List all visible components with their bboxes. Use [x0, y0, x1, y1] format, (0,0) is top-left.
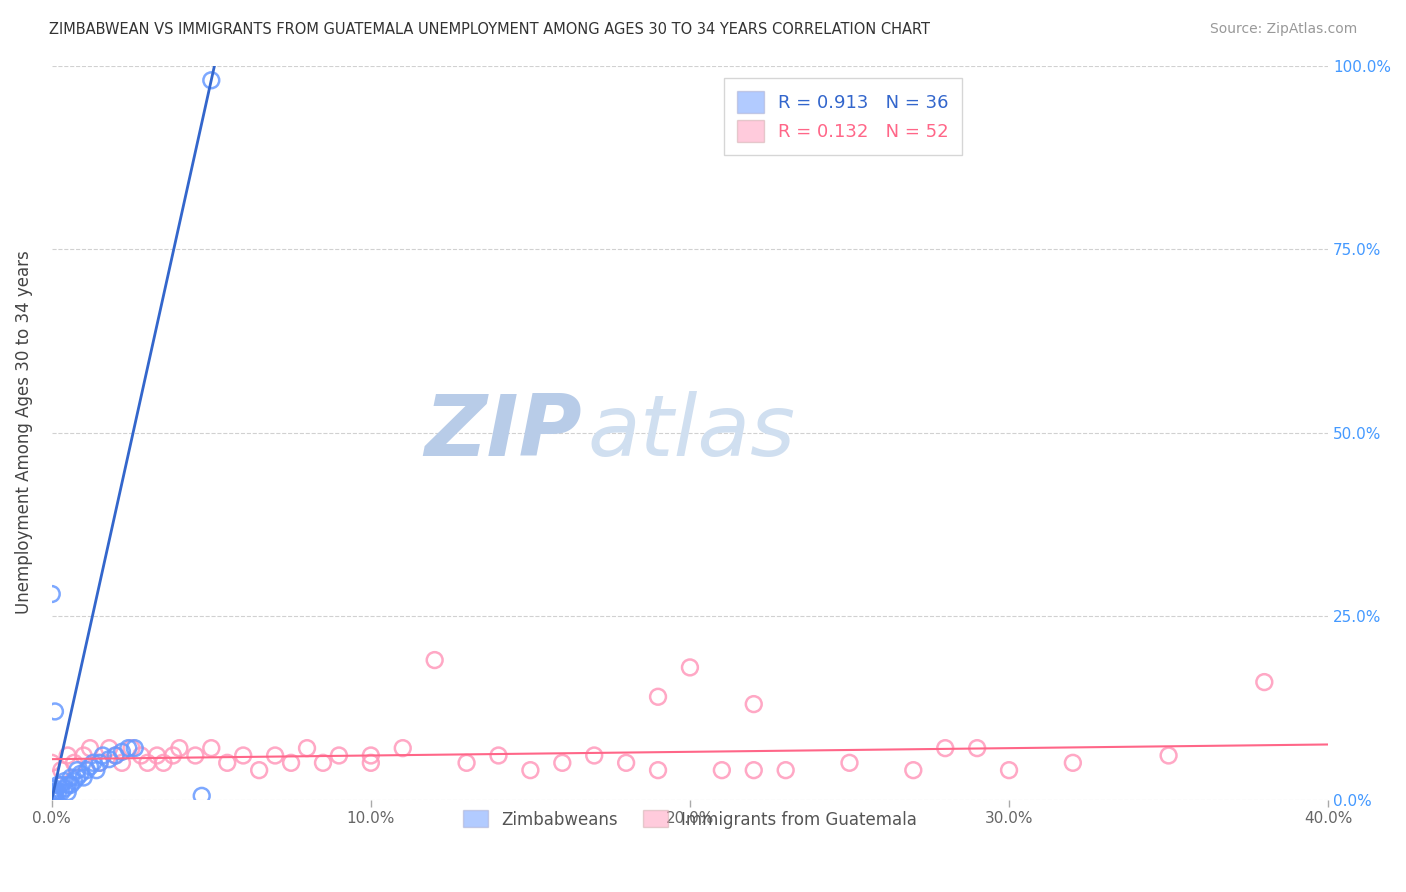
Point: [91, 748, 114, 763]
Point: [79, 759, 101, 773]
Point: [162, 748, 184, 763]
Point: [190, 789, 212, 803]
Point: [41, 756, 63, 770]
Legend: Zimbabweans, Immigrants from Guatemala: Zimbabweans, Immigrants from Guatemala: [456, 804, 924, 835]
Text: ZIMBABWEAN VS IMMIGRANTS FROM GUATEMALA UNEMPLOYMENT AMONG AGES 30 TO 34 YEARS C: ZIMBABWEAN VS IMMIGRANTS FROM GUATEMALA …: [49, 22, 931, 37]
Point: [360, 756, 382, 770]
Point: [456, 756, 478, 770]
Point: [934, 741, 956, 756]
Point: [146, 748, 169, 763]
Point: [79, 741, 101, 756]
Point: [73, 748, 96, 763]
Point: [775, 763, 797, 777]
Point: [51, 778, 73, 792]
Point: [73, 771, 96, 785]
Point: [44, 789, 66, 803]
Point: [44, 785, 66, 799]
Point: [312, 756, 335, 770]
Point: [41, 789, 63, 803]
Point: [46, 785, 69, 799]
Point: [121, 741, 143, 756]
Text: ZIP: ZIP: [423, 391, 582, 474]
Point: [136, 756, 159, 770]
Point: [41, 792, 63, 806]
Point: [69, 767, 91, 781]
Point: [66, 771, 89, 785]
Y-axis label: Unemployment Among Ages 30 to 34 years: Unemployment Among Ages 30 to 34 years: [15, 251, 32, 615]
Point: [647, 690, 669, 704]
Point: [169, 741, 191, 756]
Point: [200, 741, 222, 756]
Point: [53, 774, 76, 789]
Point: [111, 756, 134, 770]
Point: [51, 785, 73, 799]
Point: [76, 763, 98, 777]
Point: [124, 741, 146, 756]
Point: [56, 785, 79, 799]
Point: [63, 774, 86, 789]
Point: [519, 763, 541, 777]
Point: [89, 756, 111, 770]
Point: [98, 752, 121, 766]
Point: [742, 763, 765, 777]
Point: [264, 748, 287, 763]
Point: [647, 763, 669, 777]
Point: [710, 763, 733, 777]
Point: [56, 748, 79, 763]
Point: [583, 748, 606, 763]
Point: [53, 781, 76, 796]
Point: [152, 756, 174, 770]
Point: [360, 748, 382, 763]
Point: [117, 741, 139, 756]
Point: [56, 778, 79, 792]
Point: [742, 697, 765, 711]
Point: [679, 660, 702, 674]
Point: [614, 756, 637, 770]
Point: [104, 748, 127, 763]
Point: [391, 741, 413, 756]
Point: [247, 763, 270, 777]
Point: [66, 763, 89, 777]
Point: [217, 756, 239, 770]
Point: [998, 763, 1021, 777]
Point: [111, 745, 134, 759]
Point: [41, 785, 63, 799]
Point: [1062, 756, 1084, 770]
Point: [903, 763, 925, 777]
Point: [488, 748, 510, 763]
Point: [551, 756, 574, 770]
Point: [46, 778, 69, 792]
Point: [184, 748, 207, 763]
Point: [89, 756, 111, 770]
Point: [1157, 748, 1180, 763]
Point: [82, 756, 104, 770]
Point: [838, 756, 860, 770]
Point: [328, 748, 350, 763]
Point: [41, 587, 63, 601]
Point: [44, 705, 66, 719]
Point: [280, 756, 302, 770]
Point: [129, 748, 152, 763]
Point: [966, 741, 988, 756]
Point: [51, 763, 73, 777]
Point: [98, 741, 121, 756]
Point: [104, 748, 127, 763]
Point: [295, 741, 318, 756]
Point: [200, 73, 222, 87]
Text: Source: ZipAtlas.com: Source: ZipAtlas.com: [1209, 22, 1357, 37]
Point: [44, 781, 66, 796]
Point: [86, 763, 108, 777]
Point: [59, 771, 82, 785]
Point: [63, 756, 86, 770]
Point: [232, 748, 254, 763]
Text: atlas: atlas: [588, 391, 796, 474]
Point: [59, 778, 82, 792]
Point: [423, 653, 446, 667]
Point: [1253, 675, 1275, 690]
